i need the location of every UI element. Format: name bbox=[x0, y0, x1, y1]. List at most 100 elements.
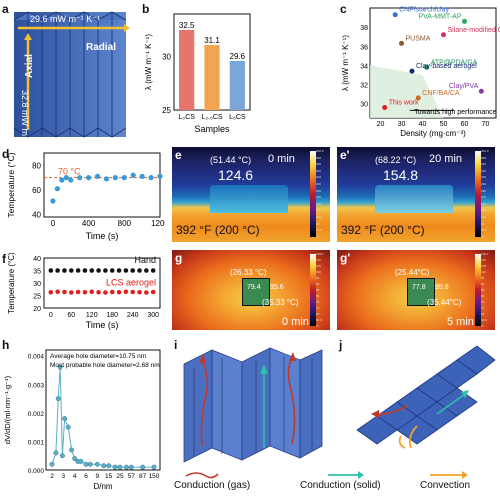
y-tick-label: 60 bbox=[32, 186, 41, 195]
y-tick-label: 32 bbox=[360, 83, 368, 90]
y-tick-label: 40 bbox=[33, 256, 41, 263]
data-point bbox=[96, 289, 101, 295]
scale-tick-label: °F bbox=[316, 324, 320, 328]
y-tick-label: 0.001 bbox=[28, 439, 45, 446]
panel-label-j: j bbox=[339, 338, 343, 352]
scale-tick-label: °F bbox=[481, 324, 485, 328]
scale-tick-label: 260 bbox=[481, 162, 487, 167]
scale-tick-label: 180 bbox=[481, 188, 487, 193]
panel-label-h: h bbox=[2, 338, 10, 352]
data-point bbox=[151, 464, 157, 470]
scale-tick-label: 240 bbox=[316, 168, 322, 173]
scale-tick-label: °F bbox=[481, 234, 485, 239]
data-point bbox=[157, 173, 163, 179]
scale-tick-label: 120 bbox=[481, 208, 487, 213]
data-point bbox=[68, 177, 74, 183]
bar bbox=[229, 60, 245, 110]
data-point bbox=[103, 290, 108, 295]
point-label: PUSMA bbox=[406, 35, 431, 42]
data-point bbox=[59, 177, 65, 183]
x-tick-label: 60 bbox=[461, 121, 469, 128]
scale-tick-label: 240 bbox=[481, 168, 487, 173]
thermal-image-e: e 0 min (51.44 °C) 124.6 392 °F (200 °C)… bbox=[172, 147, 330, 242]
panel-label-f: f bbox=[2, 252, 6, 266]
value-1: 79.4 bbox=[247, 284, 261, 291]
panel-j: j bbox=[337, 336, 497, 466]
annotation: Average hole diameter=10.75 nm bbox=[50, 353, 146, 360]
data-point bbox=[86, 175, 92, 181]
data-point bbox=[148, 175, 154, 181]
point-label: Clay/PVA bbox=[449, 83, 479, 90]
x-tick-label: 800 bbox=[118, 219, 132, 228]
data-point bbox=[144, 290, 149, 295]
time-label: 0 min bbox=[282, 316, 309, 328]
scale-tick-label: 200 bbox=[316, 182, 322, 187]
conduction-illustration-i bbox=[183, 347, 323, 463]
data-point bbox=[123, 268, 129, 273]
plot-frame bbox=[45, 349, 161, 471]
x-tick-label: 60 bbox=[67, 312, 75, 319]
legend-solid: Conduction (solid) bbox=[300, 480, 381, 491]
time-label: 0 min bbox=[268, 153, 295, 165]
scale-tick-label: 80 bbox=[481, 221, 485, 226]
data-point bbox=[53, 450, 59, 456]
panel-label-b: b bbox=[142, 2, 150, 16]
temp-label: (51.44 °C) bbox=[210, 155, 252, 165]
panel-label-g-prime: g' bbox=[340, 251, 351, 265]
time-label: 20 min bbox=[429, 153, 463, 165]
bar-value-label: 29.6 bbox=[230, 52, 246, 61]
x-tick-label: 2 bbox=[50, 473, 54, 480]
data-point bbox=[415, 95, 421, 101]
base-temp-label: 392 °F (200 °C) bbox=[176, 223, 260, 237]
series-label: LCS aerogel bbox=[106, 278, 156, 288]
panel-label-a: a bbox=[2, 2, 9, 16]
data-point bbox=[112, 464, 118, 470]
series-line bbox=[51, 367, 154, 468]
scale-tick-label: 65 bbox=[481, 312, 485, 316]
temperature-chart-f: 20 25 30 35 40 0 60 120 180 240 300 Hand LCS aerogel… bbox=[7, 252, 161, 330]
data-point bbox=[68, 268, 74, 273]
scale-tick-label: 140 bbox=[481, 201, 487, 206]
y-tick-label: 38 bbox=[360, 25, 368, 32]
scale-tick-label: 100 bbox=[481, 270, 487, 274]
series-label: Hand bbox=[134, 255, 156, 265]
plot-frame bbox=[43, 257, 161, 309]
scale-tick-label: 260 bbox=[316, 162, 322, 167]
y-tick-label: 25 bbox=[33, 294, 41, 301]
temp-label-2: (35.33 °C) bbox=[262, 298, 299, 307]
data-point bbox=[63, 175, 69, 181]
scale-tick-label: 75 bbox=[316, 300, 320, 304]
scale-tick-label: 90 bbox=[316, 282, 320, 286]
y-tick-label: 36 bbox=[360, 44, 368, 51]
panel-label-d: d bbox=[2, 147, 10, 161]
data-point bbox=[109, 268, 115, 273]
scale-tick-label: 75 bbox=[481, 300, 485, 304]
y-tick-label: 30 bbox=[162, 53, 171, 62]
y-axis-label: Temperature (°C) bbox=[6, 152, 16, 217]
scale-tick-label: 70 bbox=[316, 306, 320, 310]
data-point bbox=[130, 268, 136, 273]
x-tick-label: L₀CS bbox=[178, 114, 195, 121]
x-tick-label: 50 bbox=[440, 121, 448, 128]
x-axis-label: Samples bbox=[194, 124, 230, 134]
point-label: ATP@PDA/GA bbox=[431, 59, 478, 66]
data-point bbox=[87, 461, 93, 467]
y-tick-label: 0.003 bbox=[28, 382, 45, 389]
data-point bbox=[140, 464, 146, 470]
scale-tick-label: 118.0 bbox=[481, 252, 489, 256]
scale-tick-label: 302.0 bbox=[481, 149, 489, 153]
data-point bbox=[55, 396, 61, 402]
annotation: Most probable hole diameter=2.68 nm bbox=[50, 362, 160, 369]
x-tick-label: 15 bbox=[105, 473, 113, 480]
x-axis-label: D/nm bbox=[93, 482, 112, 491]
base-temp-label: 392 °F (200 °C) bbox=[341, 223, 425, 237]
x-tick-label: 70 bbox=[482, 121, 490, 128]
data-point bbox=[72, 456, 78, 462]
data-point bbox=[78, 458, 84, 464]
color-scale bbox=[475, 254, 481, 326]
y-tick-label: 0.004 bbox=[28, 354, 45, 361]
scale-tick-label: 60.0 bbox=[481, 318, 487, 322]
scale-tick-label: 302.0 bbox=[316, 149, 324, 153]
panel-label-c: c bbox=[340, 2, 347, 16]
